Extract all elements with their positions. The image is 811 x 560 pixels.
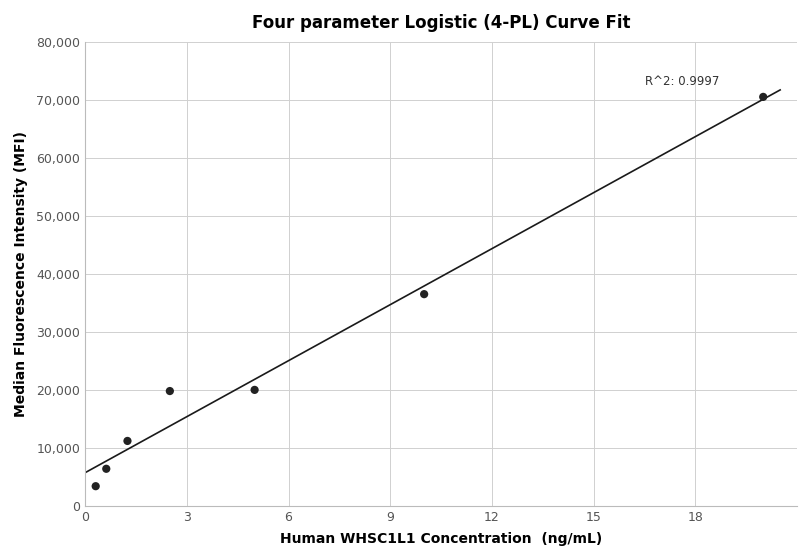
Point (757, 92, 770, 101)
Point (248, 385, 261, 394)
Y-axis label: Median Fluorescence Intensity (MFI): Median Fluorescence Intensity (MFI) (14, 131, 28, 417)
Title: Four parameter Logistic (4-PL) Curve Fit: Four parameter Logistic (4-PL) Curve Fit (252, 14, 630, 32)
Point (121, 436, 134, 445)
X-axis label: Human WHSC1L1 Concentration  (ng/mL): Human WHSC1L1 Concentration (ng/mL) (280, 532, 603, 546)
Point (418, 290, 431, 298)
Point (89, 482, 102, 491)
Text: R^2: 0.9997: R^2: 0.9997 (645, 75, 719, 88)
Point (100, 464, 113, 473)
Point (163, 386, 176, 395)
